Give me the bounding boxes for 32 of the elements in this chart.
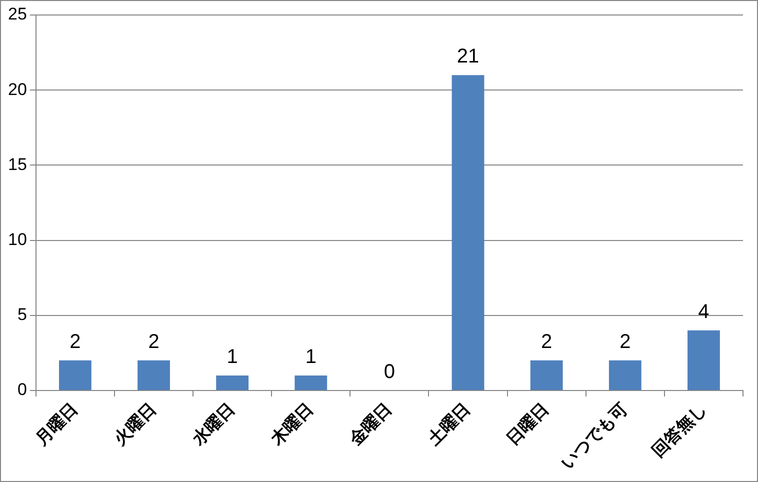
x-tick-label: 金曜日 — [345, 399, 396, 450]
data-label: 4 — [698, 300, 710, 323]
x-tick-label: 回答無し — [648, 399, 710, 462]
data-label: 2 — [148, 330, 160, 353]
data-label: 0 — [384, 360, 396, 383]
y-tick-label: 10 — [8, 230, 27, 249]
bar — [216, 375, 249, 390]
bar — [138, 360, 170, 390]
data-label: 2 — [541, 330, 552, 353]
bar — [294, 375, 328, 390]
x-tick-label: いつでも可 — [558, 399, 632, 474]
y-tick-label: 15 — [8, 154, 27, 174]
bar — [58, 360, 92, 390]
bar — [608, 360, 642, 390]
bar — [452, 75, 484, 390]
data-label: 1 — [226, 346, 238, 368]
y-tick-label: 5 — [17, 305, 27, 324]
bar — [688, 330, 720, 390]
y-tick-label: 25 — [8, 4, 27, 24]
data-label: 21 — [456, 46, 480, 68]
x-tick-label: 土曜日 — [424, 399, 475, 450]
x-tick-label: 水曜日 — [188, 399, 239, 450]
y-tick-label: 20 — [8, 80, 27, 99]
data-label: 1 — [305, 346, 316, 368]
x-tick-label: 火曜日 — [110, 399, 160, 450]
data-label: 2 — [70, 330, 81, 353]
bar — [530, 360, 563, 390]
x-tick-label: 日曜日 — [503, 399, 554, 450]
data-label: 2 — [620, 330, 631, 353]
x-tick-label: 木曜日 — [266, 399, 318, 450]
y-tick-label: 0 — [17, 380, 27, 400]
x-tick-label: 月曜日 — [30, 399, 82, 450]
